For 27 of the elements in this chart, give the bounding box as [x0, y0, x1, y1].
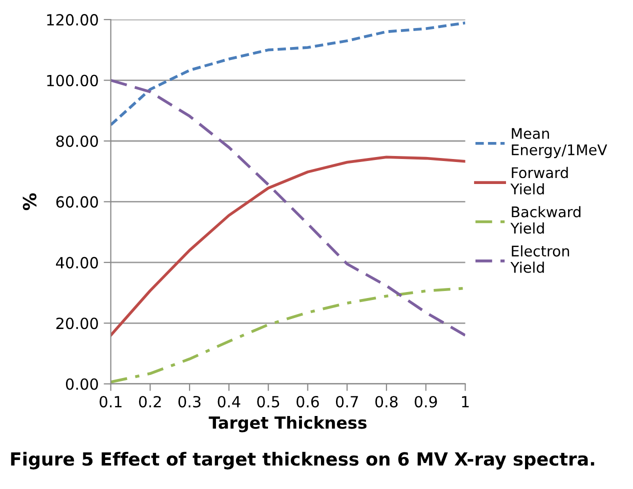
y-tick-label: 120.00 — [47, 14, 98, 26]
x-tick-label: 0.4 — [218, 396, 240, 408]
x-tick-label: 0.3 — [178, 396, 200, 408]
x-tick-label: 1 — [462, 396, 469, 408]
y-tick-label: 100.00 — [47, 74, 98, 86]
caption: Figure 5 Effect of target thickness on 6 MV X-ray spectra. — [11, 452, 594, 470]
x-tick-label: 0.2 — [139, 396, 161, 408]
x-tick-label: 0.9 — [414, 396, 437, 408]
x-tick-label: 0.7 — [336, 396, 358, 408]
x-tick-label: 0.5 — [257, 396, 280, 408]
y-tick-label: 60.00 — [56, 196, 98, 208]
legend-label: Backward Yield — [510, 206, 580, 234]
y-tick-label: 80.00 — [56, 135, 98, 148]
x-tick-label: 0.6 — [296, 396, 319, 408]
legend-label: Forward Yield — [510, 166, 568, 195]
legend-label: Mean Energy/1MeV — [512, 128, 608, 158]
y-axis-title: % — [22, 193, 36, 210]
x-axis-title: Target Thickness — [208, 416, 367, 432]
x-tick-label: 0.1 — [100, 396, 122, 408]
y-tick-label: 40.00 — [56, 256, 98, 268]
y-tick-label: 0.00 — [66, 378, 98, 390]
legend-label: Electron Yield — [510, 245, 570, 273]
line-series — [110, 156, 466, 337]
x-tick-label: 0.8 — [375, 396, 398, 408]
line-series — [110, 78, 466, 337]
y-tick-label: 20.00 — [56, 318, 98, 330]
line-series — [110, 22, 466, 126]
